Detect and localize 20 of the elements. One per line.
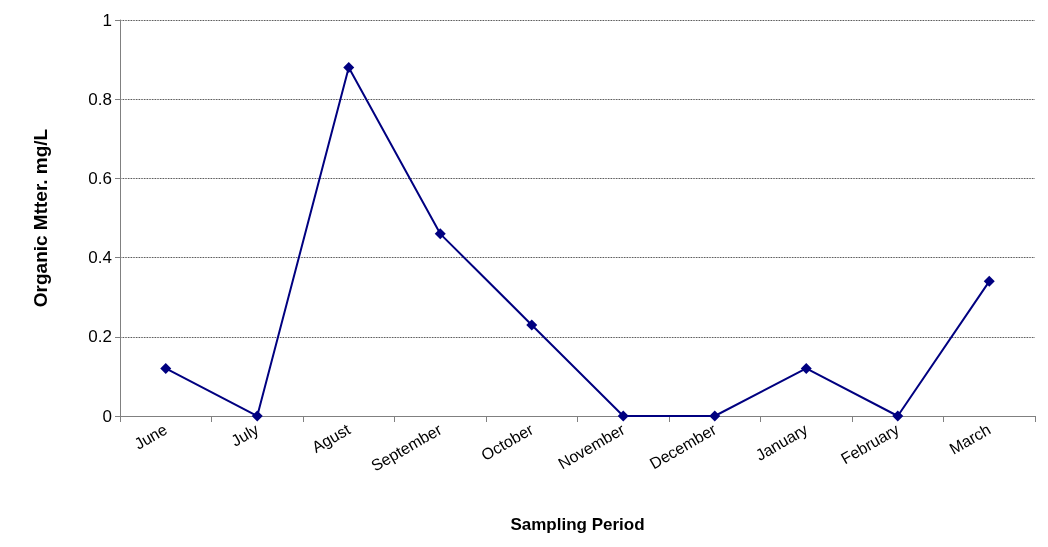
point: [343, 62, 355, 74]
y-axis-title: Organic Mtter. mg/L: [30, 128, 51, 308]
y-tick-label: 0.8: [88, 89, 112, 109]
point: [434, 228, 446, 240]
x-axis-title: Sampling Period: [510, 515, 645, 534]
point: [617, 410, 629, 422]
y-tick-label: 0.2: [88, 327, 112, 347]
point: [800, 362, 812, 374]
point: [526, 319, 538, 331]
y-tick-label: 0: [102, 406, 112, 426]
y-tick-label: 0.4: [88, 248, 112, 268]
y-tick-label: 1: [102, 10, 112, 30]
y-tick-label: 0.6: [88, 168, 112, 188]
point: [709, 410, 721, 422]
point: [251, 410, 263, 422]
point: [892, 410, 904, 422]
x-tick-label: July: [228, 420, 262, 450]
point: [160, 362, 172, 374]
point: [983, 275, 995, 287]
x-tick-label: June: [131, 420, 171, 453]
